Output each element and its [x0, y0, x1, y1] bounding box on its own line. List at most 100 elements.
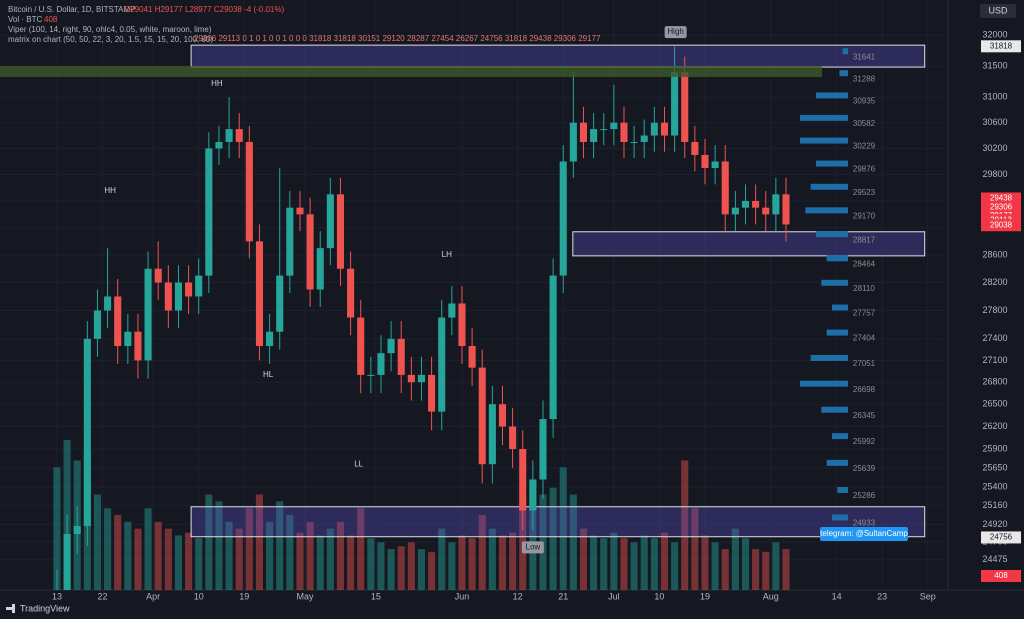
candle-body: [93, 310, 102, 339]
candle-body: [681, 72, 689, 142]
x-tick-label: 12: [513, 591, 523, 601]
indicator: matrix on chart (50, 50, 22, 3, 20, 1.5,…: [8, 35, 213, 44]
candle-body: [579, 122, 588, 142]
volume-bar: [124, 521, 132, 590]
x-tick-label: 13: [52, 591, 62, 601]
profile-label: 26698: [853, 385, 876, 394]
candle-body: [124, 331, 132, 347]
volume-bar: [579, 528, 588, 590]
volume-bar: [225, 521, 233, 590]
y-tick-label: 25650: [982, 462, 1007, 472]
volume-bar: [509, 532, 517, 590]
brand-logo: [6, 604, 15, 613]
y-tick-label: 32000: [982, 30, 1007, 40]
volume-bar: [276, 501, 284, 590]
y-tick-label: 27100: [982, 355, 1007, 365]
volume-bar: [114, 515, 122, 590]
price-tag-label: 24756: [990, 533, 1013, 542]
profile-label: 24933: [853, 519, 876, 528]
volume-bar: [549, 487, 557, 590]
volume-value: 408: [44, 15, 58, 24]
profile-bar: [810, 183, 848, 190]
annotation-box: [664, 26, 687, 39]
profile-bar: [832, 433, 848, 440]
x-tick-label: 14: [832, 591, 842, 601]
candle-body: [741, 200, 750, 208]
profile-bar: [826, 329, 848, 336]
y-tick-label: 31500: [982, 60, 1007, 70]
volume-bar: [681, 460, 689, 590]
y-tick-label: 29800: [982, 169, 1007, 179]
profile-label: 30582: [853, 119, 876, 128]
profile-bar: [816, 92, 848, 99]
candle-body: [782, 194, 790, 225]
volume-bar: [721, 549, 729, 590]
volume-bar: [397, 546, 405, 590]
annotation: HH: [104, 186, 116, 195]
profile-bar: [821, 279, 848, 286]
price-tag-label: 31818: [990, 41, 1013, 50]
y-tick-label: 25160: [982, 500, 1007, 510]
candle-body: [397, 338, 405, 375]
price-tag: [981, 531, 1021, 544]
telegram: telegram: @SultanCamp: [820, 529, 908, 538]
candle-body: [306, 214, 314, 290]
volume-bar: [367, 538, 375, 590]
profile-label: 25639: [853, 464, 876, 473]
profile-bar: [826, 459, 848, 466]
candle-body: [144, 268, 152, 361]
annotation: LL: [354, 459, 363, 468]
candle-body: [752, 200, 760, 208]
volume-bar: [448, 542, 456, 590]
volume-bar: [104, 508, 112, 590]
volume-bar: [164, 528, 172, 590]
x-tick-label: 22: [98, 591, 108, 601]
profile-bar: [810, 354, 848, 361]
candle-body: [600, 129, 608, 131]
candle-body: [671, 72, 679, 136]
y-tick-label: 30200: [982, 143, 1007, 153]
candle-body: [468, 346, 476, 368]
candle-body: [377, 353, 385, 375]
candle-body: [114, 296, 122, 347]
volume-bar: [478, 515, 486, 590]
volume-tag-label: 408: [994, 571, 1008, 580]
volume-bar: [600, 538, 608, 590]
x-tick-label: May: [297, 591, 315, 601]
x-tick-label: Aug: [763, 591, 779, 601]
profile-label: 30935: [853, 97, 876, 106]
currency-box[interactable]: [980, 4, 1016, 18]
volume-bar: [266, 521, 274, 590]
price-tag: [981, 40, 1021, 53]
profile-label: 28464: [853, 259, 876, 268]
volume-bar: [498, 535, 507, 590]
candle-body: [559, 161, 567, 276]
brand: TradingView: [20, 603, 70, 613]
currency[interactable]: USD: [988, 5, 1008, 15]
zone: [572, 231, 926, 257]
volume-bar: [741, 538, 750, 590]
zones: [190, 44, 926, 538]
candle-body: [225, 129, 233, 142]
candle-body: [174, 282, 183, 311]
profile-bar: [821, 406, 848, 413]
volume-bar: [468, 538, 476, 590]
volume-bar: [731, 528, 739, 590]
profile-bar: [800, 114, 848, 121]
volume-bar: [144, 508, 152, 590]
volume-bar: [326, 528, 334, 590]
volume-bar: [336, 521, 345, 590]
annotation: HH: [211, 79, 223, 88]
volume-bar: [195, 538, 203, 590]
y-tick-label: 24475: [982, 554, 1007, 564]
candle-body: [63, 533, 71, 590]
candle-body: [509, 426, 517, 450]
candle-body: [640, 135, 648, 142]
y-tick-label: 31000: [982, 92, 1007, 102]
candle-body: [104, 296, 112, 311]
candle-body: [691, 141, 699, 155]
profile-bar: [837, 486, 848, 493]
candle-body: [711, 161, 719, 168]
